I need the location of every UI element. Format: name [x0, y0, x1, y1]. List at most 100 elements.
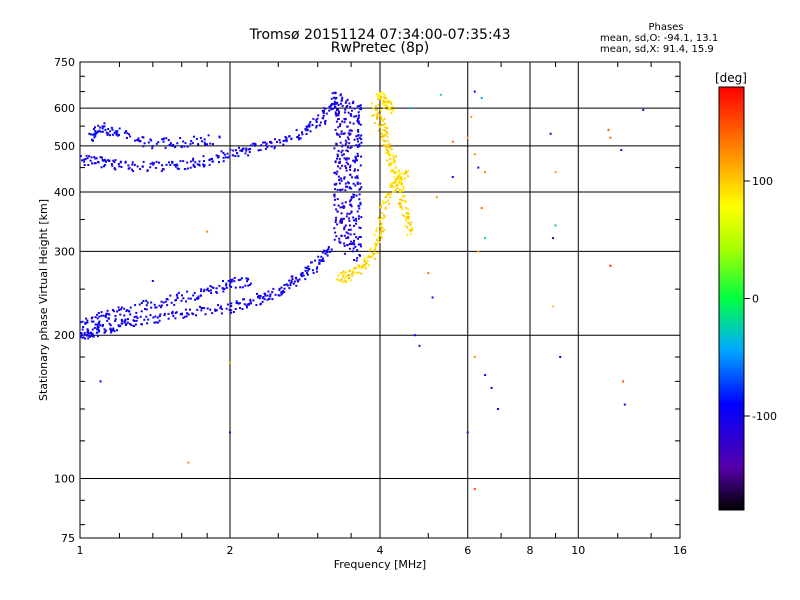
echo-point [102, 159, 105, 162]
echo-point [263, 292, 266, 295]
echo-point [383, 216, 386, 219]
echo-point [350, 243, 353, 246]
echo-point [242, 147, 245, 150]
echo-point [120, 318, 123, 321]
echo-point [349, 164, 352, 167]
echo-point [206, 143, 208, 146]
echo-point [79, 335, 82, 338]
echo-point [373, 233, 376, 236]
echo-point [407, 215, 410, 218]
echo-point [231, 278, 234, 281]
echo-point [359, 227, 362, 229]
echo-point [114, 318, 117, 321]
echo-point [334, 97, 337, 100]
echo-point [322, 117, 325, 120]
echo-point [259, 149, 262, 151]
echo-point [470, 115, 473, 118]
echo-point [239, 149, 242, 152]
echo-point [217, 304, 219, 307]
echo-point [185, 315, 188, 318]
echo-point [227, 303, 229, 306]
echo-point [439, 93, 442, 96]
echo-point [124, 161, 127, 164]
echo-point [167, 317, 170, 320]
echo-point [167, 139, 170, 142]
echo-point [351, 109, 353, 112]
echo-point [340, 177, 343, 180]
echo-point [402, 172, 405, 175]
echo-point [350, 210, 353, 213]
echo-point [355, 159, 358, 162]
echo-point [391, 161, 393, 164]
echo-point [173, 164, 176, 166]
echo-point [96, 331, 99, 334]
echo-point [350, 240, 352, 243]
echo-point [342, 217, 345, 220]
echo-point [262, 141, 265, 144]
echo-point [86, 328, 89, 331]
echo-point [162, 301, 165, 304]
echo-point [411, 228, 414, 231]
echo-point [373, 249, 376, 252]
y-tick-label: 600 [54, 102, 75, 115]
echo-point [229, 431, 231, 434]
echo-point [292, 282, 295, 285]
echo-point [161, 138, 164, 141]
echo-point [338, 135, 341, 138]
echo-point [107, 128, 110, 130]
echo-point [302, 274, 305, 277]
phase-stats: Phases mean, sd,O: -94.1, 13.1 mean, sd,… [600, 22, 718, 55]
echo-point [186, 161, 189, 164]
echo-point [353, 219, 355, 222]
echo-point [168, 161, 170, 164]
echo-point [206, 287, 209, 290]
echo-point [273, 147, 276, 150]
echo-point [207, 134, 210, 137]
echo-point [336, 155, 339, 158]
echo-point [85, 154, 88, 157]
x-tick-label: 4 [377, 544, 384, 557]
echo-point [129, 135, 132, 138]
echo-point [359, 106, 362, 109]
echo-point [211, 312, 214, 315]
echo-point [189, 308, 191, 311]
echo-point [357, 204, 360, 207]
echo-point [348, 102, 351, 105]
echo-point [153, 321, 156, 324]
echo-point [359, 243, 362, 246]
echo-point [345, 100, 348, 103]
colorbar-tick-label: 100 [752, 175, 773, 188]
echo-point [202, 165, 205, 168]
echo-point [204, 143, 207, 146]
echo-point [387, 193, 390, 195]
echo-point [186, 167, 189, 170]
echo-point [402, 195, 405, 198]
echo-point [123, 321, 126, 324]
echo-point [203, 138, 206, 141]
echo-point [350, 129, 353, 132]
echo-point [381, 217, 384, 220]
echo-point [380, 97, 383, 100]
echo-point [233, 276, 236, 279]
echo-point [141, 165, 144, 168]
echo-point [349, 121, 352, 124]
echo-point [284, 139, 287, 142]
echo-point [334, 112, 337, 115]
echo-point [354, 155, 357, 158]
echo-point [295, 284, 298, 287]
echo-point [222, 156, 225, 159]
echo-point [360, 155, 363, 158]
echo-point [126, 309, 129, 312]
echo-point [395, 166, 397, 169]
echo-point [86, 319, 89, 322]
echo-point [357, 116, 360, 119]
echo-point [352, 122, 355, 125]
echo-point [389, 184, 392, 187]
echo-point [96, 313, 99, 316]
echo-point [320, 259, 323, 262]
echo-point [97, 312, 100, 314]
echo-point [335, 216, 338, 219]
echo-point [123, 314, 126, 317]
echo-point [116, 329, 118, 332]
echo-point [334, 198, 336, 201]
